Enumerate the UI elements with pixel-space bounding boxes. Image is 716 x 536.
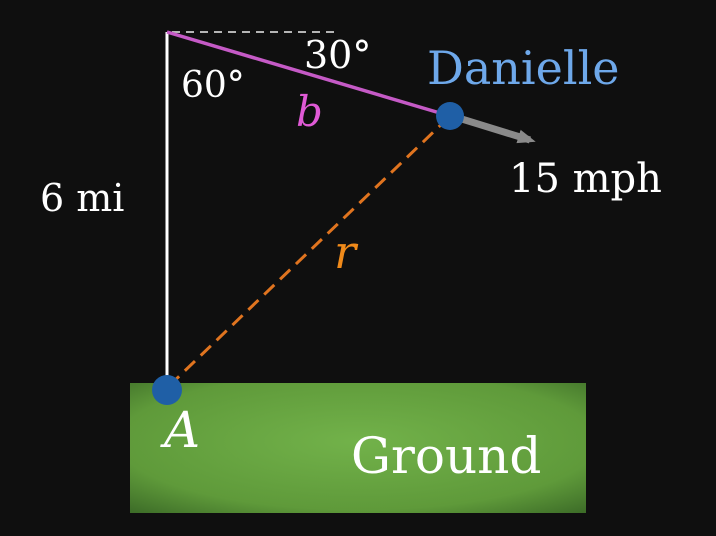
velocity-arrow bbox=[450, 112, 536, 144]
person-label: Danielle bbox=[427, 41, 620, 95]
speed-label: 15 mph bbox=[509, 156, 662, 202]
side-b-label: b bbox=[296, 87, 323, 136]
ground-block bbox=[130, 383, 586, 513]
angle-top-label: 60° bbox=[181, 65, 245, 106]
ground-label: Ground bbox=[351, 427, 541, 485]
danielle-point bbox=[436, 102, 464, 130]
angle-right-label: 30° bbox=[304, 33, 371, 77]
line-r bbox=[167, 116, 450, 388]
height-label: 6 mi bbox=[40, 176, 124, 220]
point-a bbox=[152, 375, 182, 405]
point-a-label: A bbox=[160, 401, 200, 459]
line-b bbox=[166, 30, 451, 118]
distance-r-label: r bbox=[334, 225, 359, 279]
